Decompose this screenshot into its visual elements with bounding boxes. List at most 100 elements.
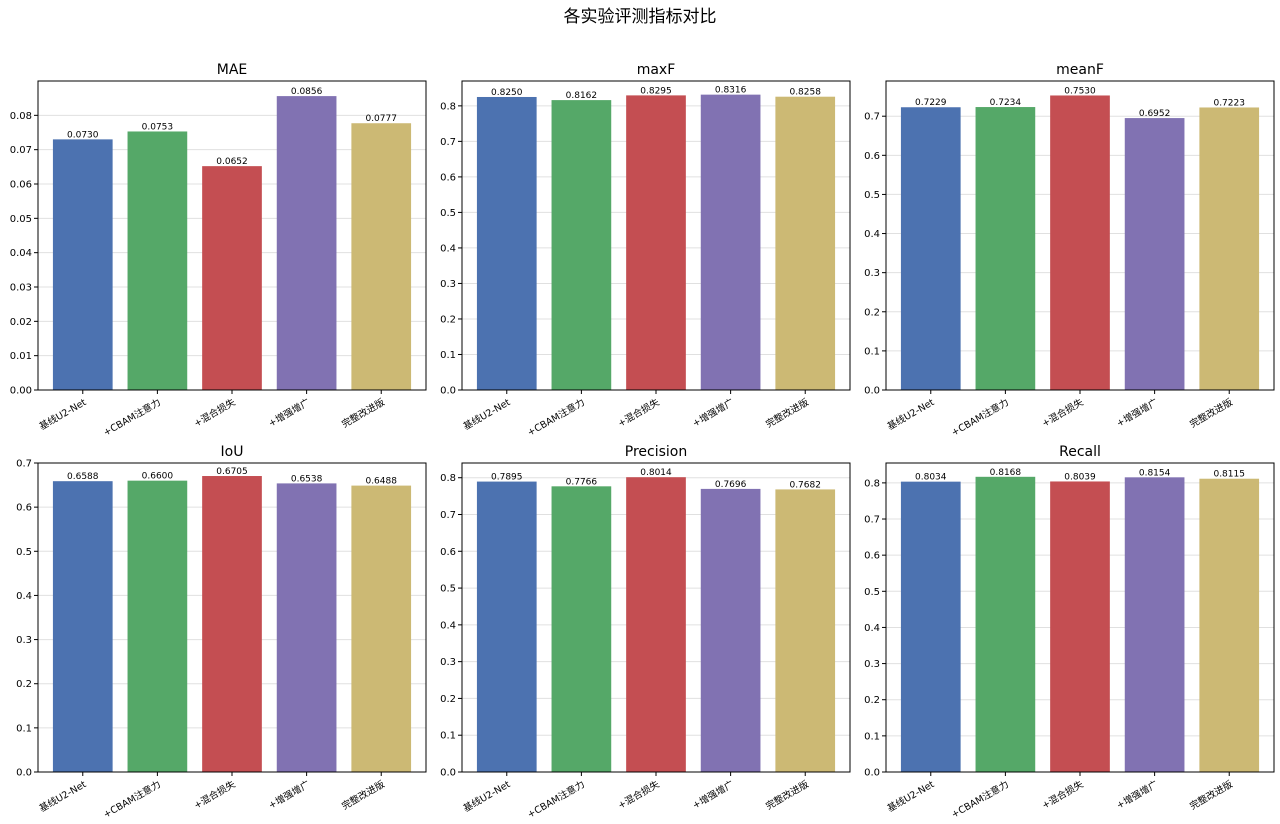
x-tick-label: +CBAM注意力 <box>949 396 1011 439</box>
y-tick-label: 0.8 <box>440 101 456 112</box>
bar <box>476 96 537 390</box>
bar <box>626 95 686 390</box>
y-tick-label: 0.0 <box>16 768 32 779</box>
y-tick-label: 0.0 <box>864 768 880 779</box>
y-tick-label: 0.00 <box>10 386 32 397</box>
y-tick-label: 0.4 <box>440 243 456 254</box>
subplot-title: meanF <box>1056 62 1104 78</box>
bar <box>202 476 262 772</box>
subplot-mae: MAE 0.0730 基线U2-Net 0.0753 +CBAM注意力 0.0652 +混合… <box>10 62 427 439</box>
bar-value-label: 0.7229 <box>915 98 947 108</box>
y-tick-label: 0.08 <box>10 111 32 122</box>
y-tick-label: 0.06 <box>10 180 32 191</box>
bar <box>551 486 612 772</box>
bar-value-label: 0.8316 <box>715 86 747 96</box>
bar-value-label: 0.6488 <box>365 477 397 487</box>
bar <box>551 100 612 390</box>
x-tick-label: 完整改进版 <box>764 396 812 430</box>
bar-value-label: 0.8039 <box>1064 472 1096 482</box>
bar <box>626 477 686 772</box>
bar-value-label: 0.6600 <box>142 472 174 482</box>
y-tick-label: 0.5 <box>864 190 880 201</box>
y-tick-label: 0.1 <box>864 731 880 742</box>
y-tick-label: 0.2 <box>440 694 456 705</box>
y-tick-label: 0.4 <box>16 591 32 602</box>
bar-value-label: 0.0856 <box>291 87 323 97</box>
subplot-title: IoU <box>221 444 244 460</box>
x-tick-label: 完整改进版 <box>1188 396 1236 430</box>
y-tick-label: 0.8 <box>440 473 456 484</box>
bar <box>1050 481 1110 772</box>
axes-frame <box>885 462 1275 773</box>
bar-value-label: 0.6952 <box>1139 109 1171 119</box>
x-tick-label: 完整改进版 <box>340 778 388 812</box>
y-tick-label: 0.0 <box>864 386 880 397</box>
figure-suptitle: 各实验评测指标对比 <box>564 7 717 27</box>
y-tick-label: 0.1 <box>864 346 880 357</box>
bar-value-label: 0.7234 <box>990 98 1022 108</box>
x-tick-label: +混合损失 <box>616 778 662 812</box>
x-tick-label: 基线U2-Net <box>461 396 512 433</box>
bar-value-label: 0.6538 <box>291 474 323 484</box>
x-tick-label: +增强增广 <box>266 396 312 429</box>
bar <box>351 485 412 772</box>
y-tick-label: 0.1 <box>440 731 456 742</box>
subplot-precision: Precision 0.7895 基线U2-Net 0.7766 +CBAM注意力 0.8… <box>440 444 851 821</box>
x-tick-label: +CBAM注意力 <box>949 778 1011 821</box>
y-tick-label: 0.0 <box>440 768 456 779</box>
bar-value-label: 0.7696 <box>715 480 747 490</box>
y-tick-label: 0.7 <box>864 112 880 123</box>
bar-value-label: 0.0652 <box>216 157 248 167</box>
x-tick-label: +混合损失 <box>1040 778 1086 812</box>
x-tick-label: 基线U2-Net <box>37 778 88 815</box>
x-tick-label: +混合损失 <box>192 778 238 812</box>
y-tick-label: 0.6 <box>16 503 32 514</box>
bar <box>975 476 1036 772</box>
y-tick-label: 0.02 <box>10 317 32 328</box>
bar-value-label: 0.6588 <box>67 472 99 482</box>
bar <box>52 481 113 772</box>
x-tick-label: +混合损失 <box>1040 396 1086 430</box>
x-tick-label: +混合损失 <box>192 396 238 430</box>
x-tick-label: +CBAM注意力 <box>101 396 163 439</box>
y-tick-label: 0.3 <box>864 268 880 279</box>
y-tick-label: 0.7 <box>440 137 456 148</box>
y-tick-label: 0.4 <box>440 620 456 631</box>
x-tick-label: +混合损失 <box>616 396 662 430</box>
subplot-meanf: meanF 0.7229 基线U2-Net 0.7234 +CBAM注意力 0.7530 +… <box>864 62 1275 439</box>
subplot-recall: Recall 0.8034 基线U2-Net 0.8168 +CBAM注意力 0.8039… <box>864 444 1275 821</box>
x-tick-label: +增强增广 <box>1114 778 1160 811</box>
y-tick-label: 0.07 <box>10 145 32 156</box>
x-tick-label: 完整改进版 <box>1188 778 1236 812</box>
axes-frame <box>37 80 427 391</box>
bar <box>1050 95 1110 390</box>
y-tick-label: 0.03 <box>10 283 32 294</box>
subplot-title: Precision <box>625 444 687 460</box>
bar-value-label: 0.8115 <box>1213 470 1245 480</box>
axes-frame <box>885 80 1275 391</box>
bar <box>476 481 537 772</box>
x-tick-label: 完整改进版 <box>764 778 812 812</box>
bar-value-label: 0.6705 <box>216 467 248 477</box>
x-tick-label: +CBAM注意力 <box>101 778 163 821</box>
bar <box>775 489 836 772</box>
bar-value-label: 0.8014 <box>640 468 672 478</box>
bar-value-label: 0.7895 <box>491 473 523 483</box>
bar-value-label: 0.0777 <box>365 114 397 124</box>
subplot-title: MAE <box>217 62 248 78</box>
y-tick-label: 0.1 <box>16 723 32 734</box>
y-tick-label: 0.5 <box>440 584 456 595</box>
bar <box>700 488 761 772</box>
bar <box>127 480 188 772</box>
y-tick-label: 0.05 <box>10 214 32 225</box>
subplot-title: maxF <box>637 62 676 78</box>
bar <box>900 107 961 390</box>
bar <box>276 96 337 391</box>
bar <box>202 166 262 390</box>
y-tick-label: 0.3 <box>864 659 880 670</box>
subplot-title: Recall <box>1059 444 1101 460</box>
y-tick-label: 0.7 <box>440 510 456 521</box>
x-tick-label: +增强增广 <box>690 778 736 811</box>
y-tick-label: 0.7 <box>16 459 32 470</box>
bar <box>1124 477 1185 772</box>
